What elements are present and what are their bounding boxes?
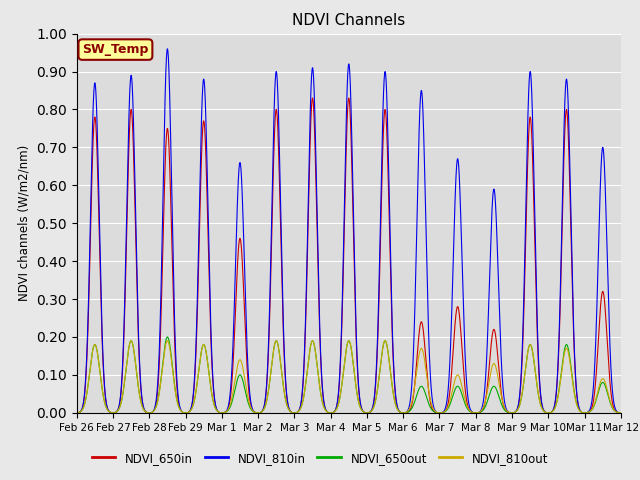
NDVI_810in bbox=[617, 410, 625, 416]
NDVI_810out bbox=[282, 397, 289, 403]
NDVI_810in bbox=[607, 351, 614, 357]
NDVI_650out bbox=[163, 334, 171, 340]
NDVI_810in bbox=[548, 409, 556, 415]
NDVI_650in bbox=[617, 410, 625, 416]
Title: NDVI Channels: NDVI Channels bbox=[292, 13, 405, 28]
NDVI_810in bbox=[135, 341, 143, 347]
NDVI_650in bbox=[308, 95, 316, 101]
NDVI_650out bbox=[305, 352, 313, 358]
NDVI_650in bbox=[73, 410, 81, 416]
NDVI_810in bbox=[282, 377, 289, 383]
NDVI_650in bbox=[305, 184, 313, 190]
NDVI_650in bbox=[282, 377, 289, 383]
NDVI_650out bbox=[135, 387, 143, 393]
NDVI_650in bbox=[548, 409, 556, 415]
Line: NDVI_650out: NDVI_650out bbox=[77, 337, 621, 413]
NDVI_810out bbox=[305, 352, 313, 358]
NDVI_650out bbox=[607, 400, 614, 406]
NDVI_810out bbox=[127, 338, 135, 344]
Text: SW_Temp: SW_Temp bbox=[82, 43, 148, 56]
NDVI_810in bbox=[73, 410, 81, 416]
NDVI_810out bbox=[73, 410, 81, 416]
Line: NDVI_810in: NDVI_810in bbox=[77, 49, 621, 413]
NDVI_650in bbox=[135, 348, 143, 353]
Legend: NDVI_650in, NDVI_810in, NDVI_650out, NDVI_810out: NDVI_650in, NDVI_810in, NDVI_650out, NDV… bbox=[87, 447, 553, 469]
NDVI_650out bbox=[282, 397, 289, 403]
NDVI_810in bbox=[163, 46, 171, 52]
NDVI_650out bbox=[168, 354, 175, 360]
NDVI_810out bbox=[135, 389, 143, 395]
NDVI_650out bbox=[548, 409, 556, 415]
Y-axis label: NDVI channels (W/m2/nm): NDVI channels (W/m2/nm) bbox=[18, 145, 31, 301]
NDVI_650in bbox=[167, 213, 175, 219]
Line: NDVI_650in: NDVI_650in bbox=[77, 98, 621, 413]
NDVI_810out bbox=[607, 399, 614, 405]
NDVI_810out bbox=[168, 357, 175, 362]
NDVI_650out bbox=[73, 410, 81, 416]
NDVI_650in bbox=[607, 383, 614, 389]
NDVI_810out bbox=[548, 409, 556, 415]
NDVI_810out bbox=[617, 410, 625, 416]
Line: NDVI_810out: NDVI_810out bbox=[77, 341, 621, 413]
NDVI_650out bbox=[617, 410, 625, 416]
NDVI_810in bbox=[168, 167, 175, 173]
NDVI_810in bbox=[305, 154, 313, 160]
